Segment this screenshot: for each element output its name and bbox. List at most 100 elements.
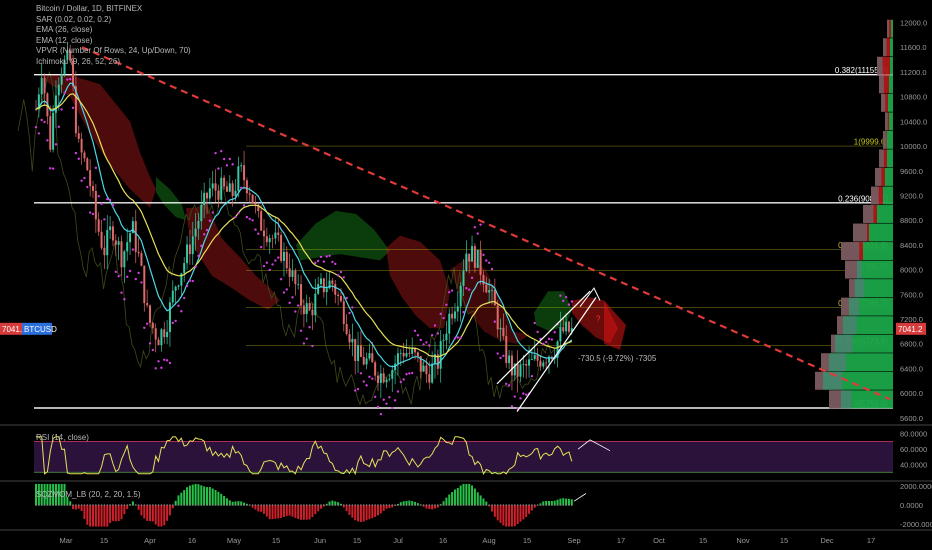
sqzmom-zero-dot (514, 504, 516, 506)
vpvr-value-area-bar (881, 93, 886, 112)
sqzmom-bar (166, 505, 169, 521)
sqzmom-zero-dot (439, 504, 442, 506)
sar-dot (436, 332, 440, 335)
legend-ichimoku[interactable]: Ichimoku (9, 26, 52, 26) (36, 56, 121, 66)
sar-dot (197, 254, 200, 258)
sqzmom-bar (385, 505, 388, 509)
sqzmom-zero-dot (268, 504, 271, 506)
candle-body (314, 293, 317, 316)
rsi-tick-label: 80.0000 (900, 430, 927, 439)
candle-body (197, 220, 200, 229)
sqzmom-zero-dot (169, 504, 171, 506)
sqzmom-zero-dot (380, 504, 382, 506)
sqzmom-bar (211, 488, 214, 506)
candle-body (223, 177, 226, 187)
legend-ema-12[interactable]: EMA (12, close) (36, 35, 93, 45)
vpvr-value-area-bar (883, 38, 887, 57)
sqzmom-zero-dot (243, 504, 245, 506)
sqzmom-bar (428, 505, 431, 510)
sqzmom-zero-dot (92, 504, 94, 506)
sqzmom-bar (54, 483, 57, 506)
sqzmom-bar (405, 500, 408, 506)
candle-body (411, 348, 414, 354)
sqzmom-bar (157, 505, 160, 527)
sqzmom-zero-dot (551, 504, 553, 506)
sqzmom-zero-dot (451, 504, 453, 506)
candle-body (320, 278, 322, 285)
sar-dot (507, 384, 511, 387)
sqzmom-zero-dot (117, 504, 120, 506)
candle-body (57, 84, 60, 96)
candle-body (382, 373, 385, 383)
sqzmom-bar (302, 505, 305, 520)
sqzmom-bar (565, 498, 568, 506)
candle-body (291, 270, 294, 277)
sar-dot (177, 304, 180, 308)
candle-body (548, 356, 550, 363)
candle-body (52, 112, 55, 150)
sqzmom-bar (414, 501, 417, 506)
sqzmom-bar (556, 499, 559, 506)
sqzmom-zero-dot (38, 504, 40, 506)
ichimoku-lagging-span (17, 70, 555, 406)
sqzmom-projection-arrow (573, 493, 587, 502)
sar-dot (242, 204, 246, 207)
sar-dot (550, 338, 554, 341)
time-tick-label: Sep (567, 536, 580, 545)
sqzmom-bar (171, 505, 174, 509)
candle-body (334, 283, 337, 295)
vpvr-up-volume-bar (891, 19, 893, 38)
sqzmom-bar (291, 505, 294, 517)
sqzmom-zero-dot (75, 504, 77, 506)
sqzmom-bar (265, 505, 268, 517)
sqzmom-bar (431, 505, 434, 510)
sqzmom-zero-dot (234, 504, 237, 506)
legend-ema-26[interactable]: EMA (26, close) (36, 25, 93, 35)
sqzmom-zero-dot (308, 504, 311, 506)
sar-dot (499, 356, 502, 360)
sqzmom-bar (516, 505, 519, 525)
sar-dot (134, 277, 137, 281)
vpvr-value-area-bar (841, 242, 860, 261)
sar-dot (171, 321, 174, 325)
sqzmom-zero-dot (377, 504, 379, 506)
sar-dot (334, 262, 337, 266)
sar-dot (319, 255, 323, 259)
time-tick-label: Aug (482, 536, 495, 545)
sqzmom-bar (146, 505, 149, 521)
price-tick-label: 12000.0 (900, 19, 927, 28)
sqzmom-bar (320, 505, 322, 509)
sar-dot (257, 232, 260, 235)
legend-vpvr[interactable]: VPVR (Number Of Rows, 24, Up/Down, 70) (36, 46, 191, 56)
sar-dot (117, 274, 120, 278)
sar-dot (305, 337, 308, 340)
indicator-legend: Bitcoin / Dollar, 1D, BITFINEX SAR (0.02… (36, 4, 191, 68)
sar-dot (351, 306, 354, 309)
sar-dot (485, 259, 488, 262)
legend-sar[interactable]: SAR (0.02, 0.02, 0.2) (36, 14, 112, 24)
sar-dot (314, 261, 317, 265)
sqzmom-label[interactable]: SQZMOM_LB (20, 2, 20, 1.5) (36, 490, 141, 499)
candle-body (143, 265, 146, 304)
sar-dot (456, 336, 459, 339)
sar-dot (496, 352, 499, 355)
sqzmom-bar (92, 505, 94, 527)
sqzmom-zero-dot (203, 504, 205, 506)
sqzmom-zero-dot (337, 504, 339, 506)
sqzmom-bar (300, 505, 303, 520)
sqzmom-zero-dot (206, 504, 208, 506)
sar-dot (482, 253, 485, 257)
sar-dot (74, 151, 78, 155)
sar-dot (240, 186, 243, 190)
candle-body (536, 355, 539, 361)
rsi-label[interactable]: RSI (14, close) (36, 433, 89, 442)
sqzmom-zero-dot (83, 504, 86, 506)
sqzmom-zero-dot (200, 504, 203, 506)
candle-body (97, 219, 100, 232)
candle-body (268, 238, 271, 243)
sqzmom-bar (237, 501, 240, 506)
candle-body (157, 339, 160, 346)
vpvr-value-area-bar (883, 130, 887, 149)
sar-dot (254, 228, 257, 231)
